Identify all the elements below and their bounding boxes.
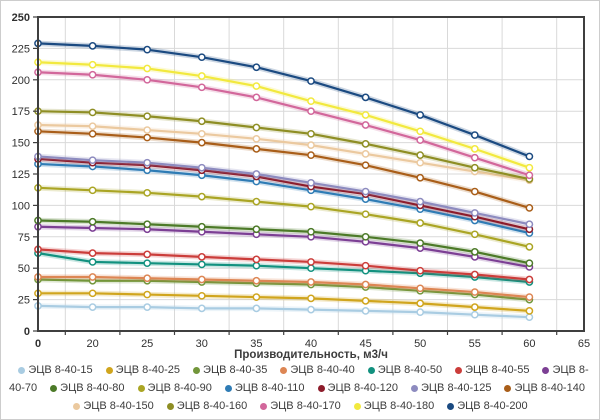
legend-marker-icon <box>193 366 201 374</box>
legend-item: ЭЦВ 8-40-140 <box>504 382 585 394</box>
x-tick-label: 0 <box>35 338 41 350</box>
legend-item: ЭЦВ 8-40-15 <box>18 364 93 376</box>
legend-marker-icon <box>280 366 288 374</box>
legend-item: ЭЦВ 8-40-70 <box>9 364 589 394</box>
legend-marker-icon <box>260 402 268 410</box>
series-ЭЦВ 8-40-160 <box>34 107 534 183</box>
legend-marker-icon <box>50 384 58 392</box>
legend-item: ЭЦВ 8-40-40 <box>280 364 355 376</box>
axes <box>33 16 585 335</box>
x-tick-label: 60 <box>523 338 535 350</box>
x-tick-label: 35 <box>250 338 262 350</box>
legend-item: ЭЦВ 8-40-90 <box>137 382 212 394</box>
series-ЭЦВ 8-40-55 <box>34 245 534 284</box>
legend-item: ЭЦВ 8-40-120 <box>317 382 398 394</box>
y-tick-label: 125 <box>12 169 30 181</box>
legend-marker-icon <box>166 402 174 410</box>
x-tick-label: 45 <box>359 338 371 350</box>
x-tick-label: 25 <box>141 338 153 350</box>
series-ЭЦВ 8-40-170 <box>34 68 534 180</box>
x-tick-label: 65 <box>578 338 590 350</box>
series-ЭЦВ 8-40-150 <box>34 121 534 185</box>
legend-item: ЭЦВ 8-40-160 <box>166 400 247 412</box>
y-tick-label: 225 <box>12 43 30 55</box>
legend-marker-icon <box>455 366 463 374</box>
legend-item: ЭЦВ 8-40-80 <box>50 382 125 394</box>
legend-item: ЭЦВ 8-40-50 <box>367 364 442 376</box>
plot-area: 0 25 50 75 100 125 150 175 200 225 250 0 20 25 30 35 40 4… <box>12 12 590 361</box>
legend-marker-icon <box>73 402 81 410</box>
x-tick-label: 30 <box>196 338 208 350</box>
legend-marker-icon <box>367 366 375 374</box>
legend-marker-icon <box>317 384 325 392</box>
legend-marker-icon <box>411 384 419 392</box>
legend-marker-icon <box>105 366 113 374</box>
legend-item: ЭЦВ 8-40-150 <box>73 400 154 412</box>
x-tick-label: 40 <box>305 338 317 350</box>
y-tick-label: 250 <box>12 12 30 24</box>
x-tick-label: 20 <box>86 338 98 350</box>
y-tick-label: 25 <box>18 295 30 307</box>
y-tick-label: 200 <box>12 75 30 87</box>
y-tick-label: 150 <box>12 138 30 150</box>
chart-legend: ЭЦВ 8-40-15 ЭЦВ 8-40-25 ЭЦВ 8-40-35 ЭЦВ 8-4… <box>6 361 594 415</box>
y-tick-label: 100 <box>12 200 30 212</box>
x-tick-label: 55 <box>469 338 481 350</box>
legend-item: ЭЦВ 8-40-170 <box>260 400 341 412</box>
legend-item: ЭЦВ 8-40-110 <box>224 382 305 394</box>
legend-item: ЭЦВ 8-40-25 <box>105 364 180 376</box>
legend-marker-icon <box>504 384 512 392</box>
legend-item: ЭЦВ 8-40-200 <box>447 400 528 412</box>
legend-item: ЭЦВ 8-40-55 <box>455 364 529 376</box>
legend-marker-icon <box>18 366 26 374</box>
series-ЭЦВ 8-40-50 <box>34 249 534 286</box>
legend-item: ЭЦВ 8-40-180 <box>353 400 434 412</box>
legend-marker-icon <box>137 384 145 392</box>
legend-item: ЭЦВ 8-40-35 <box>193 364 267 376</box>
y-tick-label: 175 <box>12 106 30 118</box>
series-ЭЦВ 8-40-15 <box>34 302 534 322</box>
y-tick-label: 75 <box>18 232 30 244</box>
series-ЭЦВ 8-40-110 <box>34 160 534 237</box>
series-ЭЦВ 8-40-25 <box>34 289 534 315</box>
series-ЭЦВ 8-40-200 <box>34 39 534 161</box>
legend-marker-icon <box>353 402 361 410</box>
legend-marker-icon <box>447 402 455 410</box>
axis-tick-labels: 0 25 50 75 100 125 150 175 200 225 250 0 20 25 30 35 40 4… <box>12 12 590 350</box>
series-ЭЦВ 8-40-140 <box>34 127 534 212</box>
y-tick-label: 0 <box>24 326 30 338</box>
legend-marker-icon <box>542 366 550 374</box>
series-ЭЦВ 8-40-125 <box>34 152 534 229</box>
y-tick-label: 50 <box>18 263 30 275</box>
x-axis-title: Производительность, м3/ч <box>234 349 388 361</box>
x-tick-label: 50 <box>414 338 426 350</box>
legend-marker-icon <box>224 384 232 392</box>
legend-item: ЭЦВ 8-40-125 <box>411 382 491 394</box>
